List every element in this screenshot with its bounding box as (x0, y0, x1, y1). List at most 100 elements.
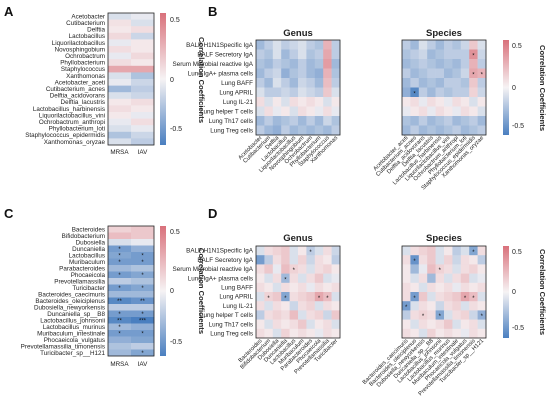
heatmap-cell-d-genus (323, 292, 332, 302)
heatmap-cell-d-genus (323, 246, 332, 256)
heatmap-cell-b-genus (289, 87, 299, 98)
heatmap-cell-b-species (410, 106, 420, 117)
heatmap-cell-b-species (427, 59, 436, 69)
heatmap-cell-b-genus (264, 97, 274, 107)
heatmap-cell-d-genus (289, 282, 299, 293)
heatmap-cell-b-species (418, 68, 428, 79)
row-label-b-genus: Lung APRIL (219, 89, 253, 96)
heatmap-cell-d-genus (272, 264, 282, 274)
row-label-a: Phyllobacterium (60, 60, 105, 67)
heatmap-cell-b-genus (314, 68, 324, 79)
heatmap-cell-d-species (452, 328, 462, 339)
panel-letter-d: D (208, 206, 217, 221)
heatmap-cell-b-species (460, 49, 470, 60)
heatmap-cell-b-genus (256, 49, 265, 60)
heatmap-cell-b-genus (306, 116, 316, 126)
significance-mark-b-species: * (413, 92, 416, 98)
heatmap-cell-d-genus (298, 319, 307, 330)
heatmap-cell-d-species (410, 273, 420, 284)
heatmap-cell-a (108, 79, 132, 86)
heatmap-cell-c (108, 336, 132, 344)
heatmap-cell-d-genus (331, 301, 341, 311)
heatmap-cell-d-genus (314, 301, 324, 311)
row-label-a: Ochrobactrum (65, 53, 105, 60)
heatmap-cell-d-species (435, 246, 445, 256)
heatmap-cell-b-species (477, 87, 487, 98)
heatmap-cell-b-species (444, 49, 453, 60)
heatmap-cell-c (108, 297, 132, 305)
heatmap-cell-b-genus (256, 87, 265, 98)
heatmap-cell-b-species (427, 87, 436, 98)
heatmap-cell-b-species (402, 125, 411, 136)
heatmap-cell-d-species (427, 264, 436, 274)
heatmap-cell-a (108, 138, 132, 146)
significance-mark-d-species: * (439, 314, 442, 320)
heatmap-cell-d-genus (323, 310, 332, 320)
heatmap-cell-a (108, 26, 132, 34)
heatmap-cell-d-species (410, 328, 420, 339)
heatmap-cell-b-genus (289, 49, 299, 60)
heatmap-cell-b-genus (323, 40, 332, 50)
heatmap-cell-d-genus (289, 301, 299, 311)
heatmap-cell-b-species (435, 40, 445, 50)
colorbar-c: 0.5 0 -0.5 Correlation Coefficients (160, 226, 206, 356)
heatmap-cell-b-genus (331, 59, 341, 69)
heatmap-cell-b-species (460, 68, 470, 79)
heatmap-cell-d-genus (331, 273, 341, 284)
heatmap-cell-b-species (402, 40, 411, 50)
heatmap-cell-a (131, 46, 155, 53)
heatmap-cell-d-genus (306, 273, 316, 284)
colorbar-d-title: Correlation Coefficients (538, 249, 547, 335)
heatmap-cell-d-genus (256, 328, 265, 339)
heatmap-cell-b-species (427, 78, 436, 88)
heatmap-cell-b-species (460, 78, 470, 88)
heatmap-cell-b-genus (256, 40, 265, 50)
heatmap-cell-b-genus (256, 59, 265, 69)
heatmap-cell-d-species (469, 246, 478, 256)
row-label-c: Turicibacter_sp__H121 (40, 350, 105, 357)
colorbar-d-tick-low: -0.5 (512, 325, 524, 332)
heatmap-cell-d-species (460, 246, 470, 256)
colorbar-a-tick-high: 0.5 (170, 17, 180, 24)
heatmap-cell-b-species (435, 49, 445, 60)
panel-d-species-title: Species (426, 233, 462, 244)
heatmap-cell-b-species (477, 78, 487, 88)
heatmap-cell-d-species (460, 301, 470, 311)
heatmap-cell-b-species (477, 68, 487, 79)
heatmap-cell-b-species (469, 49, 478, 60)
heatmap-cell-d-genus (331, 246, 341, 256)
heatmap-cell-d-species (444, 301, 453, 311)
heatmap-cell-d-species (402, 292, 411, 302)
heatmap-cell-b-species (452, 97, 462, 107)
heatmap-cell-d-genus (264, 282, 274, 293)
heatmap-cell-d-genus (331, 310, 341, 320)
heatmap-cell-c (108, 343, 132, 350)
row-label-b-genus: Lung Treg cells (210, 127, 253, 134)
heatmap-cell-d-genus (306, 328, 316, 339)
row-label-c: Prevotellamassilia_timonensis (21, 343, 105, 350)
colorbar-b-gradient (503, 40, 509, 135)
heatmap-cell-d-genus (323, 282, 332, 293)
heatmap-cell-b-genus (314, 59, 324, 69)
heatmap-cell-b-species (477, 125, 487, 136)
heatmap-cell-b-species (402, 106, 411, 117)
heatmap-cell-d-genus (314, 292, 324, 302)
heatmap-cell-b-genus (289, 106, 299, 117)
heatmap-cell-d-species (469, 255, 478, 265)
heatmap-cell-d-species (435, 282, 445, 293)
row-label-c: Duncaniella_sp__B8 (47, 311, 105, 318)
heatmap-cell-d-genus (289, 264, 299, 274)
heatmap-cell-a (131, 79, 155, 86)
heatmap-cell-b-genus (331, 49, 341, 60)
heatmap-cell-b-genus (289, 97, 299, 107)
heatmap-cell-b-species (410, 87, 420, 98)
heatmap-frame-c (107, 225, 155, 357)
heatmap-cell-b-genus (272, 125, 282, 136)
heatmap-cell-b-genus (306, 40, 316, 50)
heatmap-cell-b-species (452, 106, 462, 117)
row-label-d-genus: Lung APRIL (219, 294, 253, 301)
heatmap-cell-c (108, 258, 132, 266)
heatmap-cell-b-genus (314, 116, 324, 126)
heatmap-cell-d-species (477, 301, 487, 311)
heatmap-cell-b-genus (306, 87, 316, 98)
